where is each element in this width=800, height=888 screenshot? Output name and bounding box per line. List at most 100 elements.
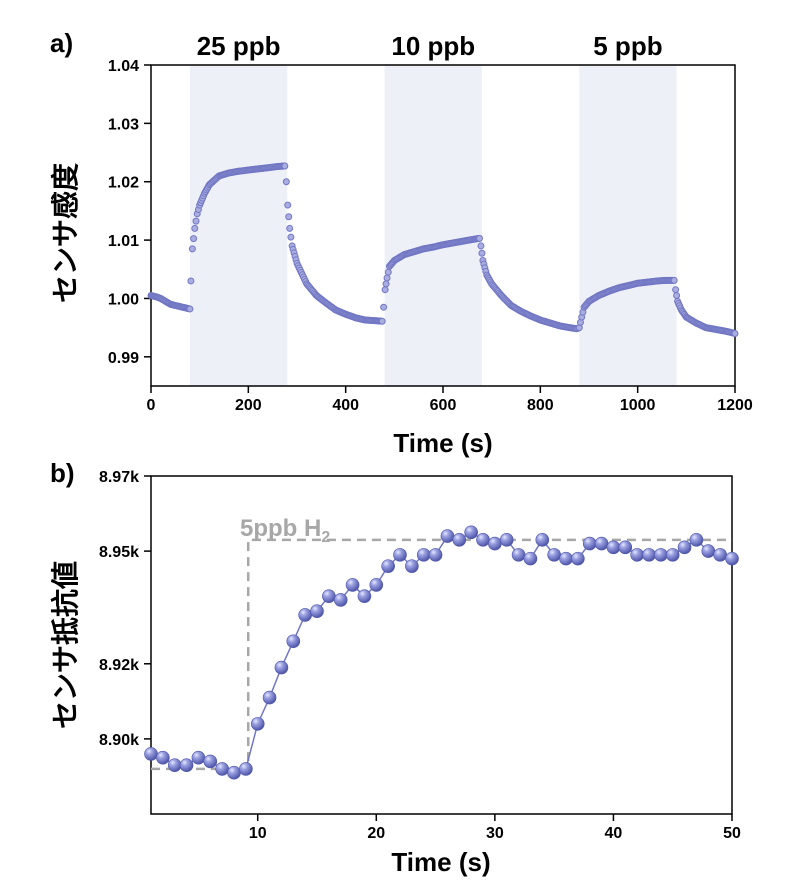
panel-a-x-tick-label: 1000 bbox=[620, 397, 656, 414]
data-point bbox=[187, 277, 195, 285]
data-point bbox=[250, 717, 265, 731]
panel-a-exposure-bands bbox=[189, 65, 677, 386]
panel-b-y-tick-label: 8.95k bbox=[99, 544, 139, 561]
data-point bbox=[547, 548, 561, 562]
data-point bbox=[333, 593, 348, 607]
panel-a-y-tick-label: 1.00 bbox=[108, 291, 139, 308]
data-point bbox=[188, 245, 196, 253]
exposure-band bbox=[189, 65, 288, 386]
data-point bbox=[322, 589, 336, 603]
data-point bbox=[654, 548, 668, 562]
data-point bbox=[428, 548, 443, 562]
data-point bbox=[380, 303, 388, 311]
data-point bbox=[606, 540, 621, 555]
data-point bbox=[559, 551, 573, 566]
data-point bbox=[286, 634, 301, 649]
data-point bbox=[405, 559, 419, 573]
panel-b-x-tick-label: 10 bbox=[249, 825, 267, 842]
data-point bbox=[488, 536, 502, 551]
data-point bbox=[345, 578, 360, 592]
exposure-band-label: 25 ppb bbox=[197, 31, 281, 61]
data-point bbox=[689, 533, 704, 547]
panel-a-y-tick-label: 1.04 bbox=[108, 58, 139, 75]
data-point bbox=[227, 765, 241, 780]
data-point bbox=[476, 234, 483, 242]
data-point bbox=[179, 758, 194, 772]
series-line bbox=[150, 531, 733, 774]
data-point bbox=[284, 201, 292, 209]
panel-b-x-axis-title: Time (s) bbox=[391, 847, 490, 877]
panel-a: a) 25 ppb 10 ppb 5 ppb 0 200 400 600 800 1000 12… bbox=[49, 28, 753, 458]
panel-b-data-points bbox=[144, 525, 739, 780]
data-point bbox=[464, 525, 478, 540]
panel-b-x-tick-label: 30 bbox=[486, 825, 504, 842]
data-point bbox=[416, 548, 431, 562]
data-point bbox=[571, 551, 585, 566]
exposure-band bbox=[579, 65, 677, 386]
panel-a-x-tick-label: 600 bbox=[430, 397, 457, 414]
data-point bbox=[274, 660, 289, 675]
data-point bbox=[384, 268, 392, 276]
data-point bbox=[440, 529, 455, 543]
data-point bbox=[310, 604, 324, 619]
data-point bbox=[725, 551, 739, 566]
data-point bbox=[191, 224, 199, 232]
data-point bbox=[191, 750, 206, 765]
step-line bbox=[151, 538, 732, 771]
data-point bbox=[203, 754, 218, 769]
panel-b-y-axis-title: センサ抵抗値 bbox=[49, 561, 82, 729]
panel-a-x-tick-label: 0 bbox=[147, 397, 156, 414]
data-point bbox=[383, 274, 391, 282]
panel-b-step-line bbox=[151, 538, 732, 771]
data-point bbox=[167, 758, 182, 772]
data-point bbox=[477, 242, 485, 250]
exposure-band-label: 5 ppb bbox=[593, 31, 662, 61]
data-point bbox=[298, 608, 312, 622]
data-point bbox=[239, 762, 253, 776]
panel-b-x-tick-label: 20 bbox=[367, 825, 385, 842]
data-point bbox=[381, 286, 389, 294]
exposure-band-label: 10 ppb bbox=[391, 31, 475, 61]
data-point bbox=[670, 276, 678, 284]
data-point bbox=[630, 548, 644, 562]
panel-a-y-axis-title: センサ感度 bbox=[49, 163, 82, 303]
panel-b-label: b) bbox=[50, 458, 75, 488]
panel-a-band-labels: 25 ppb 10 ppb 5 ppb bbox=[197, 31, 663, 61]
panel-a-x-tick-label: 1200 bbox=[717, 397, 753, 414]
data-point bbox=[285, 213, 293, 221]
panel-b-x-tick-label: 40 bbox=[605, 825, 623, 842]
data-point bbox=[476, 533, 490, 547]
data-point bbox=[731, 329, 739, 337]
data-point bbox=[665, 548, 680, 562]
panel-a-y-tick-label: 1.02 bbox=[108, 175, 139, 192]
data-point bbox=[190, 235, 198, 243]
data-point bbox=[499, 533, 514, 547]
panel-a-x-tick-label: 400 bbox=[332, 397, 359, 414]
panel-a-x-tick-label: 800 bbox=[527, 397, 554, 414]
data-point bbox=[594, 536, 609, 551]
data-point bbox=[393, 548, 407, 562]
data-point bbox=[286, 224, 294, 232]
panel-a-x-axis-title: Time (s) bbox=[393, 428, 492, 458]
data-point bbox=[186, 305, 194, 313]
panel-a-axes: 0 200 400 600 800 1000 1200 0.99 1.00 1.01 1.02 1.0… bbox=[108, 58, 753, 414]
panel-a-label: a) bbox=[50, 28, 73, 58]
panel-b-annotation: 5ppb H2 bbox=[240, 515, 330, 546]
data-point bbox=[452, 533, 467, 547]
data-point bbox=[677, 540, 692, 555]
data-point bbox=[282, 178, 290, 186]
panel-a-x-tick-label: 200 bbox=[235, 397, 262, 414]
panel-a-y-tick-label: 1.01 bbox=[108, 233, 139, 250]
data-point bbox=[701, 544, 716, 558]
data-point bbox=[478, 249, 486, 257]
panel-a-y-tick-label: 0.99 bbox=[108, 350, 139, 367]
panel-b-axes: 10 20 30 40 50 8.90k 8.92k 8.95k 8.97k bbox=[99, 469, 741, 842]
data-point bbox=[642, 548, 656, 562]
data-point bbox=[378, 317, 386, 325]
data-point bbox=[381, 559, 395, 573]
data-point bbox=[156, 750, 170, 765]
data-point bbox=[382, 280, 390, 288]
panel-b-data-line bbox=[150, 531, 733, 774]
